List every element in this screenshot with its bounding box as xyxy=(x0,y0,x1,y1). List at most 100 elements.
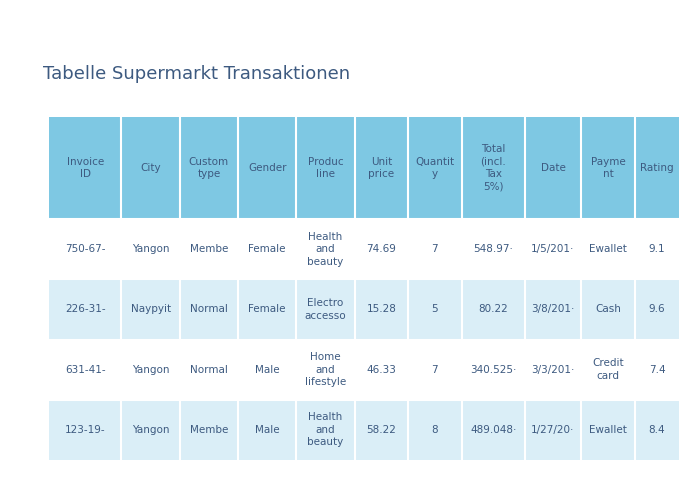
FancyBboxPatch shape xyxy=(49,400,122,460)
FancyBboxPatch shape xyxy=(122,280,180,340)
Text: Yangon: Yangon xyxy=(132,425,169,435)
FancyBboxPatch shape xyxy=(581,280,635,340)
Text: Health
and
beauty: Health and beauty xyxy=(307,232,344,266)
Text: Home
and
lifestyle: Home and lifestyle xyxy=(304,352,346,387)
Text: Yangon: Yangon xyxy=(132,244,169,254)
FancyBboxPatch shape xyxy=(238,219,296,280)
FancyBboxPatch shape xyxy=(635,400,679,460)
Text: Normal: Normal xyxy=(190,364,228,374)
Text: Cash: Cash xyxy=(595,304,621,314)
Text: 46.33: 46.33 xyxy=(366,364,396,374)
Text: Health
and
beauty: Health and beauty xyxy=(307,412,344,448)
Text: 340.525·: 340.525· xyxy=(470,364,517,374)
FancyBboxPatch shape xyxy=(635,340,679,400)
FancyBboxPatch shape xyxy=(461,340,525,400)
FancyBboxPatch shape xyxy=(581,340,635,400)
FancyBboxPatch shape xyxy=(408,117,461,219)
Text: Custom
type: Custom type xyxy=(189,157,229,180)
FancyBboxPatch shape xyxy=(296,117,354,219)
Text: Male: Male xyxy=(255,425,279,435)
Text: 5: 5 xyxy=(432,304,438,314)
FancyBboxPatch shape xyxy=(180,219,238,280)
Text: 631-41-: 631-41- xyxy=(65,364,106,374)
Text: Credit
card: Credit card xyxy=(592,358,624,381)
FancyBboxPatch shape xyxy=(461,280,525,340)
FancyBboxPatch shape xyxy=(354,280,408,340)
Text: Gender: Gender xyxy=(248,163,286,173)
Text: 1/27/20·: 1/27/20· xyxy=(531,425,575,435)
Text: 80.22: 80.22 xyxy=(478,304,508,314)
FancyBboxPatch shape xyxy=(461,219,525,280)
Text: Ewallet: Ewallet xyxy=(589,425,627,435)
Text: 489.048·: 489.048· xyxy=(470,425,517,435)
Text: 8.4: 8.4 xyxy=(649,425,665,435)
Text: Produc
line: Produc line xyxy=(307,157,343,180)
Text: 9.6: 9.6 xyxy=(649,304,665,314)
Text: Male: Male xyxy=(255,364,279,374)
FancyBboxPatch shape xyxy=(238,280,296,340)
FancyBboxPatch shape xyxy=(354,340,408,400)
Text: Payme
nt: Payme nt xyxy=(591,157,626,180)
FancyBboxPatch shape xyxy=(238,117,296,219)
Text: 123-19-: 123-19- xyxy=(65,425,106,435)
FancyBboxPatch shape xyxy=(180,400,238,460)
FancyBboxPatch shape xyxy=(238,400,296,460)
FancyBboxPatch shape xyxy=(408,400,461,460)
FancyBboxPatch shape xyxy=(180,340,238,400)
Text: 15.28: 15.28 xyxy=(366,304,396,314)
FancyBboxPatch shape xyxy=(354,117,408,219)
Text: Female: Female xyxy=(248,244,286,254)
FancyBboxPatch shape xyxy=(461,117,525,219)
Text: Tabelle Supermarkt Transaktionen: Tabelle Supermarkt Transaktionen xyxy=(43,64,350,82)
FancyBboxPatch shape xyxy=(122,400,180,460)
FancyBboxPatch shape xyxy=(408,340,461,400)
Text: 548.97·: 548.97· xyxy=(473,244,513,254)
FancyBboxPatch shape xyxy=(180,280,238,340)
FancyBboxPatch shape xyxy=(581,400,635,460)
FancyBboxPatch shape xyxy=(122,340,180,400)
Text: Rating: Rating xyxy=(640,163,674,173)
Text: Total
(incl.
Tax
5%): Total (incl. Tax 5%) xyxy=(480,144,506,192)
FancyBboxPatch shape xyxy=(49,219,122,280)
FancyBboxPatch shape xyxy=(296,400,354,460)
Text: Invoice
ID: Invoice ID xyxy=(66,157,104,180)
Text: 226-31-: 226-31- xyxy=(65,304,106,314)
Text: Unit
price: Unit price xyxy=(368,157,394,180)
Text: Naypyit: Naypyit xyxy=(130,304,171,314)
FancyBboxPatch shape xyxy=(581,117,635,219)
FancyBboxPatch shape xyxy=(525,280,581,340)
Text: Date: Date xyxy=(540,163,566,173)
Text: 3/8/201·: 3/8/201· xyxy=(531,304,575,314)
Text: Ewallet: Ewallet xyxy=(589,244,627,254)
FancyBboxPatch shape xyxy=(49,117,122,219)
FancyBboxPatch shape xyxy=(525,340,581,400)
FancyBboxPatch shape xyxy=(122,117,180,219)
FancyBboxPatch shape xyxy=(635,280,679,340)
FancyBboxPatch shape xyxy=(581,219,635,280)
FancyBboxPatch shape xyxy=(180,117,238,219)
FancyBboxPatch shape xyxy=(525,219,581,280)
Text: Normal: Normal xyxy=(190,304,228,314)
FancyBboxPatch shape xyxy=(635,117,679,219)
Text: Electro
accesso: Electro accesso xyxy=(304,298,346,320)
FancyBboxPatch shape xyxy=(354,400,408,460)
Text: 7: 7 xyxy=(432,244,438,254)
FancyBboxPatch shape xyxy=(408,280,461,340)
Text: 58.22: 58.22 xyxy=(366,425,396,435)
FancyBboxPatch shape xyxy=(296,219,354,280)
FancyBboxPatch shape xyxy=(461,400,525,460)
Text: 7.4: 7.4 xyxy=(649,364,665,374)
FancyBboxPatch shape xyxy=(122,219,180,280)
Text: Quantit
y: Quantit y xyxy=(415,157,454,180)
Text: Membe: Membe xyxy=(190,244,228,254)
FancyBboxPatch shape xyxy=(238,340,296,400)
Text: City: City xyxy=(140,163,161,173)
Text: 8: 8 xyxy=(432,425,438,435)
Text: Yangon: Yangon xyxy=(132,364,169,374)
Text: Female: Female xyxy=(248,304,286,314)
Text: 1/5/201·: 1/5/201· xyxy=(531,244,575,254)
Text: 750-67-: 750-67- xyxy=(65,244,106,254)
FancyBboxPatch shape xyxy=(635,219,679,280)
FancyBboxPatch shape xyxy=(525,400,581,460)
FancyBboxPatch shape xyxy=(354,219,408,280)
